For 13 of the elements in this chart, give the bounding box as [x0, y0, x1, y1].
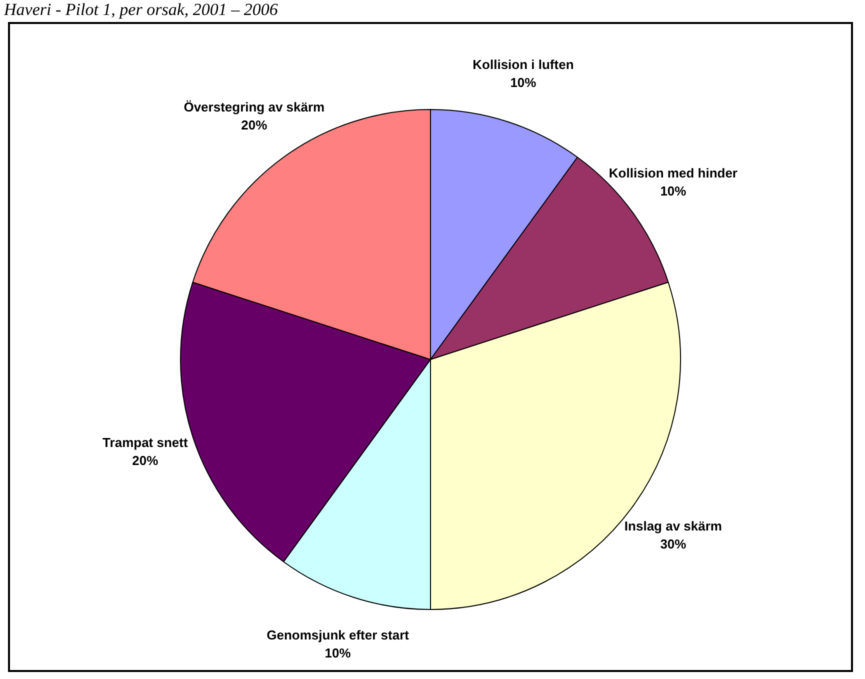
slice-label: Kollision i luften [472, 56, 574, 72]
data-label: 30% [660, 536, 687, 552]
data-label: 20% [241, 117, 268, 132]
data-label: 10% [660, 184, 687, 199]
data-label: 20% [132, 452, 159, 468]
slice-label: Trampat snett [102, 434, 188, 450]
chart-title: Haveri - Pilot 1, per orsak, 2001 – 2006 [4, 0, 278, 20]
slice-label: Genomsjunk efter start [266, 627, 410, 642]
slice-label: Kollision med hinder [608, 166, 738, 181]
slice-label: Inslag av skärm [624, 518, 722, 534]
data-label: 10% [324, 645, 352, 660]
slice-label: Överstegring av skärm [184, 99, 325, 114]
data-label: 10% [510, 74, 537, 90]
